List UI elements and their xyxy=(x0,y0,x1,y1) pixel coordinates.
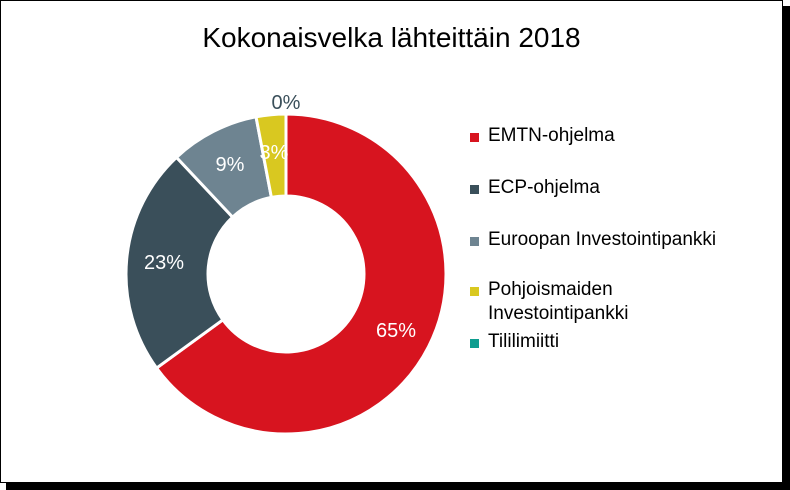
legend-label-euroopan-investointipankki: Euroopan Investointipankki xyxy=(488,229,717,250)
legend-label-ecp-ohjelma: ECP-ohjelma xyxy=(488,177,600,198)
legend-swatch-tililimiitti xyxy=(470,339,479,348)
data-label-pohjoismaiden-investointipankki: 3% xyxy=(260,142,289,164)
legend-swatch-pohjoismaiden-investointipankki xyxy=(470,287,479,296)
legend-swatch-emtn-ohjelma xyxy=(470,133,479,142)
data-label-emtn-ohjelma: 65% xyxy=(376,320,416,342)
legend-label-pohjoismaiden-investointipankki: Pohjoismaiden Investointipankki xyxy=(488,279,629,324)
legend-label-emtn-ohjelma: EMTN-ohjelma xyxy=(488,125,615,146)
chart-title: Kokonaisvelka lähteittäin 2018 xyxy=(202,22,581,53)
legend-swatch-ecp-ohjelma xyxy=(470,185,479,194)
slice-pohjoismaiden-investointipankki xyxy=(254,112,288,200)
frame-shadow-right xyxy=(783,6,790,490)
data-label-ecp-ohjelma: 23% xyxy=(144,252,184,274)
slice-emtn-ohjelma xyxy=(154,112,448,436)
slice-ecp-ohjelma xyxy=(124,155,235,371)
frame-shadow-bottom xyxy=(6,483,790,490)
data-label-euroopan-investointipankki: 9% xyxy=(216,154,245,176)
legend-label-tililimiitti: Tililimiitti xyxy=(488,331,560,352)
legend-swatch-euroopan-investointipankki xyxy=(470,237,479,246)
data-label-tililimiitti: 0% xyxy=(272,92,301,114)
